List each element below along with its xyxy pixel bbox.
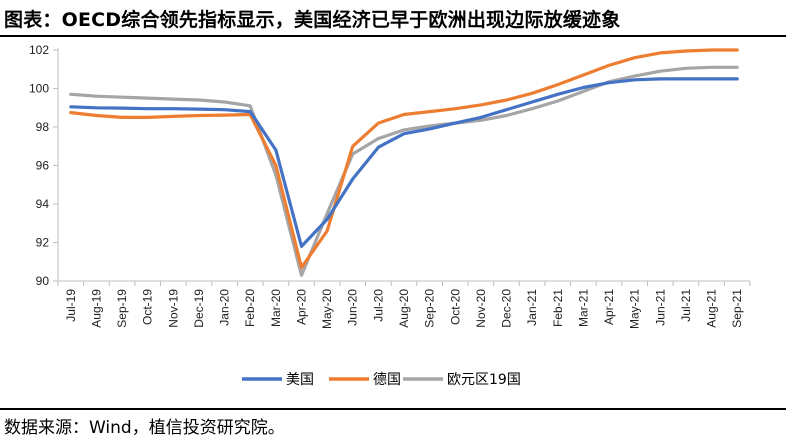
- series-lines: [69, 48, 739, 277]
- y-tick-label: 90: [36, 274, 50, 288]
- x-tick-label: Jan-20: [218, 289, 232, 326]
- x-tick-label: Mar-20: [269, 289, 283, 327]
- x-tick-label: Sep-20: [423, 289, 437, 328]
- x-tick-label: Sep-21: [730, 289, 744, 328]
- x-tick-label: Oct-20: [448, 289, 462, 325]
- y-tick-label: 102: [29, 43, 49, 57]
- source-note: 数据来源：Wind，植信投资研究院。: [4, 418, 285, 438]
- x-tick-label: Aug-19: [89, 289, 103, 328]
- x-tick-label: May-21: [628, 289, 642, 329]
- x-tick-label: Jun-20: [346, 289, 360, 326]
- x-tick-label: Jul-19: [64, 289, 78, 322]
- x-tick-label: Sep-19: [115, 289, 129, 328]
- x-tick-label: Jan-21: [525, 289, 539, 326]
- y-tick-label: 98: [36, 120, 50, 134]
- x-tick-label: Aug-21: [705, 289, 719, 328]
- x-tick-label: Jul-21: [679, 289, 693, 322]
- x-tick-label: Nov-20: [474, 289, 488, 328]
- series-line-0: [69, 77, 739, 248]
- chart-axes: 90 92 94 96 98 100 102 Jul-19 Aug-19 Sep-19 Oct-19…: [29, 43, 751, 329]
- legend-label: 美国: [286, 372, 314, 388]
- x-tick-label: Feb-20: [243, 289, 257, 327]
- x-tick-label: Nov-19: [166, 289, 180, 328]
- x-tick-label: Apr-21: [602, 289, 616, 325]
- series-line-2: [69, 65, 739, 277]
- x-tick-label: Dec-20: [500, 289, 514, 328]
- y-tick-label: 94: [36, 197, 50, 211]
- series-line-1: [69, 48, 739, 270]
- y-tick-label: 92: [36, 236, 50, 250]
- footer-bar: 数据来源：Wind，植信投资研究院。: [0, 408, 786, 438]
- x-tick-label: Jul-20: [371, 289, 385, 322]
- x-tick-label: Apr-20: [294, 289, 308, 325]
- x-tick-label: Feb-21: [551, 289, 565, 327]
- x-tick-label: Dec-19: [192, 289, 206, 328]
- x-tick-label: Aug-20: [397, 289, 411, 328]
- y-tick-label: 96: [36, 159, 50, 173]
- chart-legend: 美国 德国 欧元区19国: [242, 372, 521, 388]
- legend-label: 欧元区19国: [447, 372, 521, 388]
- line-chart: 90 92 94 96 98 100 102 Jul-19 Aug-19 Sep-19 Oct-19…: [29, 43, 751, 388]
- x-tick-label: Oct-19: [141, 289, 155, 325]
- x-tick-label: Mar-21: [576, 289, 590, 327]
- x-tick-label: Jun-21: [653, 289, 667, 326]
- y-tick-label: 100: [29, 82, 49, 96]
- figure-title: 图表：OECD综合领先指标显示，美国经济已早于欧洲出现边际放缓迹象: [4, 9, 621, 31]
- legend-label: 德国: [373, 372, 401, 388]
- x-tick-label: May-20: [320, 289, 334, 329]
- title-bar: 图表：OECD综合领先指标显示，美国经济已早于欧洲出现边际放缓迹象: [0, 0, 786, 37]
